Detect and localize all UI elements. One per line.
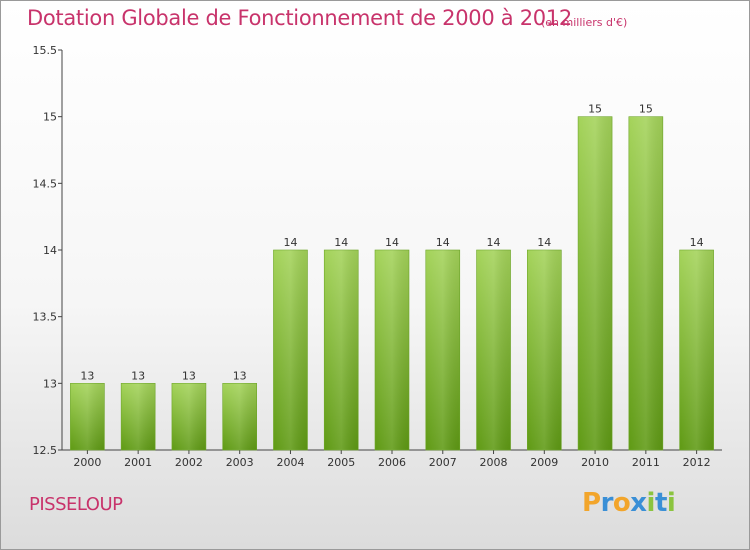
x-tick-label: 2001 [124, 456, 152, 469]
logo-letter: i [666, 488, 676, 518]
x-tick-label: 2002 [175, 456, 203, 469]
chart-bars [70, 116, 714, 451]
y-tick-label: 12.5 [33, 444, 58, 457]
x-tick-label: 2010 [581, 456, 609, 469]
bar-value-label: 14 [334, 236, 348, 249]
bar-value-label: 15 [588, 103, 602, 116]
bar-shine [222, 383, 257, 450]
logo-letter: i [646, 488, 656, 518]
x-tick-label: 2011 [632, 456, 660, 469]
x-tick-label: 2012 [683, 456, 711, 469]
chart-title: Dotation Globale de Fonctionnement de 20… [27, 6, 572, 30]
bar-value-label: 14 [283, 236, 297, 249]
bar-shine [121, 383, 156, 450]
x-tick-label: 2006 [378, 456, 406, 469]
x-tick-label: 2000 [73, 456, 101, 469]
bar-shine [476, 250, 511, 450]
proxiti-logo[interactable]: Proxiti [582, 488, 676, 518]
bar-value-label: 14 [690, 236, 704, 249]
logo-letter: t [654, 488, 667, 518]
bar-shine [273, 250, 308, 450]
y-tick-label: 13 [43, 377, 57, 390]
bar-value-label: 13 [131, 369, 145, 382]
x-tick-label: 2003 [226, 456, 254, 469]
bar-value-label: 14 [537, 236, 551, 249]
y-tick-label: 14 [43, 244, 57, 257]
logo-letter: r [600, 488, 614, 518]
bar-value-label: 14 [487, 236, 501, 249]
bar-shine [628, 116, 663, 451]
bar-value-label: 13 [233, 369, 247, 382]
chart-unit-note: (en milliers d'€) [541, 16, 628, 29]
x-tick-label: 2008 [480, 456, 508, 469]
y-tick-label: 15.5 [33, 44, 58, 57]
y-tick-label: 13.5 [33, 311, 58, 324]
bar-shine [375, 250, 409, 450]
x-tick-label: 2009 [530, 456, 558, 469]
x-tick-label: 2007 [429, 456, 457, 469]
x-tick-label: 2005 [327, 456, 355, 469]
logo-letter: x [630, 488, 647, 518]
logo-letter: P [582, 488, 601, 518]
town-name: PISSELOUP [29, 494, 123, 515]
bar-shine [679, 250, 714, 450]
x-tick-label: 2004 [276, 456, 304, 469]
logo-letter: o [612, 488, 631, 518]
y-tick-label: 15 [43, 111, 57, 124]
bar-value-label: 14 [436, 236, 450, 249]
bar-shine [171, 383, 206, 450]
bar-shine [527, 250, 562, 450]
chart-labels: 2000 13 2001 13 2002 13 2003 13 2004 14 2005 14 2006… [73, 103, 710, 469]
bar-shine [324, 250, 359, 450]
bar-shine [70, 383, 105, 450]
bar-value-label: 14 [385, 236, 399, 249]
bar-shine [425, 250, 460, 450]
y-tick-label: 14.5 [33, 177, 58, 190]
bar-value-label: 13 [80, 369, 94, 382]
bar-value-label: 15 [639, 103, 653, 116]
bar-value-label: 13 [182, 369, 196, 382]
bar-shine [578, 116, 613, 451]
